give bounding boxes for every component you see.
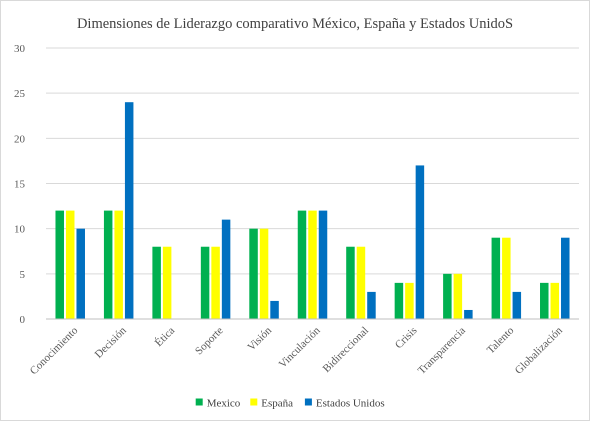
legend-swatch — [195, 398, 203, 406]
bar — [394, 282, 404, 319]
bar — [103, 210, 113, 319]
bars — [55, 102, 570, 319]
x-axis-ticks: Conocimiento Decisión Ética Soporte Visión Vi… — [28, 324, 565, 377]
bar — [270, 300, 279, 319]
bar — [297, 210, 307, 319]
bar — [405, 282, 414, 319]
bar — [415, 165, 425, 319]
bar — [55, 210, 64, 319]
bar — [124, 102, 134, 319]
y-tick-label: 30 — [14, 43, 26, 55]
x-tick-label: Ética — [153, 325, 178, 350]
chart-title: Dimensiones de Liderazgo comparativo Méx… — [77, 16, 513, 32]
y-tick-label: 0 — [20, 314, 26, 326]
bar — [308, 210, 317, 319]
bar — [318, 210, 328, 319]
y-tick-label: 20 — [14, 133, 26, 145]
gridlines — [46, 47, 579, 275]
bar — [512, 291, 522, 319]
y-tick-label: 25 — [14, 88, 26, 100]
legend-swatch — [304, 398, 312, 406]
y-tick-label: 15 — [14, 179, 26, 191]
legend: Mexico España Estados Unidos — [195, 398, 385, 410]
bar — [200, 246, 210, 319]
x-tick-label: Bidireccional — [321, 325, 371, 375]
legend-swatch — [250, 398, 258, 406]
bar — [367, 291, 376, 319]
bar — [221, 219, 231, 319]
bar — [561, 237, 570, 319]
y-tick-label: 10 — [14, 224, 26, 236]
y-tick-label: 5 — [20, 269, 26, 281]
bar — [464, 309, 473, 319]
x-tick-label: Visión — [245, 324, 274, 353]
bar — [259, 228, 269, 319]
bar — [346, 246, 355, 319]
bar — [65, 210, 75, 319]
bar — [356, 246, 366, 319]
bar — [76, 228, 85, 319]
bar — [152, 246, 161, 319]
bar — [453, 273, 463, 319]
legend-label: España — [261, 398, 293, 410]
bar — [491, 237, 501, 319]
x-tick-label: Crisis — [393, 325, 420, 352]
bar — [502, 237, 511, 319]
x-tick-label: Globalización — [513, 324, 565, 376]
x-tick-label: Talento — [485, 324, 517, 356]
bar — [211, 246, 220, 319]
x-tick-label: Soporte — [193, 325, 226, 358]
x-tick-label: Decisión — [93, 324, 129, 360]
bar — [550, 282, 560, 319]
bar — [249, 228, 258, 319]
bar — [114, 210, 123, 319]
legend-label: Mexico — [207, 398, 241, 410]
bar — [540, 282, 549, 319]
legend-label: Estados Unidos — [316, 398, 385, 410]
x-tick-label: Transparencia — [416, 325, 468, 377]
x-tick-label: Vinculación — [277, 324, 323, 370]
bar — [443, 273, 452, 319]
bar — [162, 246, 172, 319]
x-tick-label: Conocimiento — [28, 324, 81, 377]
y-axis-ticks: 0 5 10 15 20 25 30 — [14, 43, 26, 326]
